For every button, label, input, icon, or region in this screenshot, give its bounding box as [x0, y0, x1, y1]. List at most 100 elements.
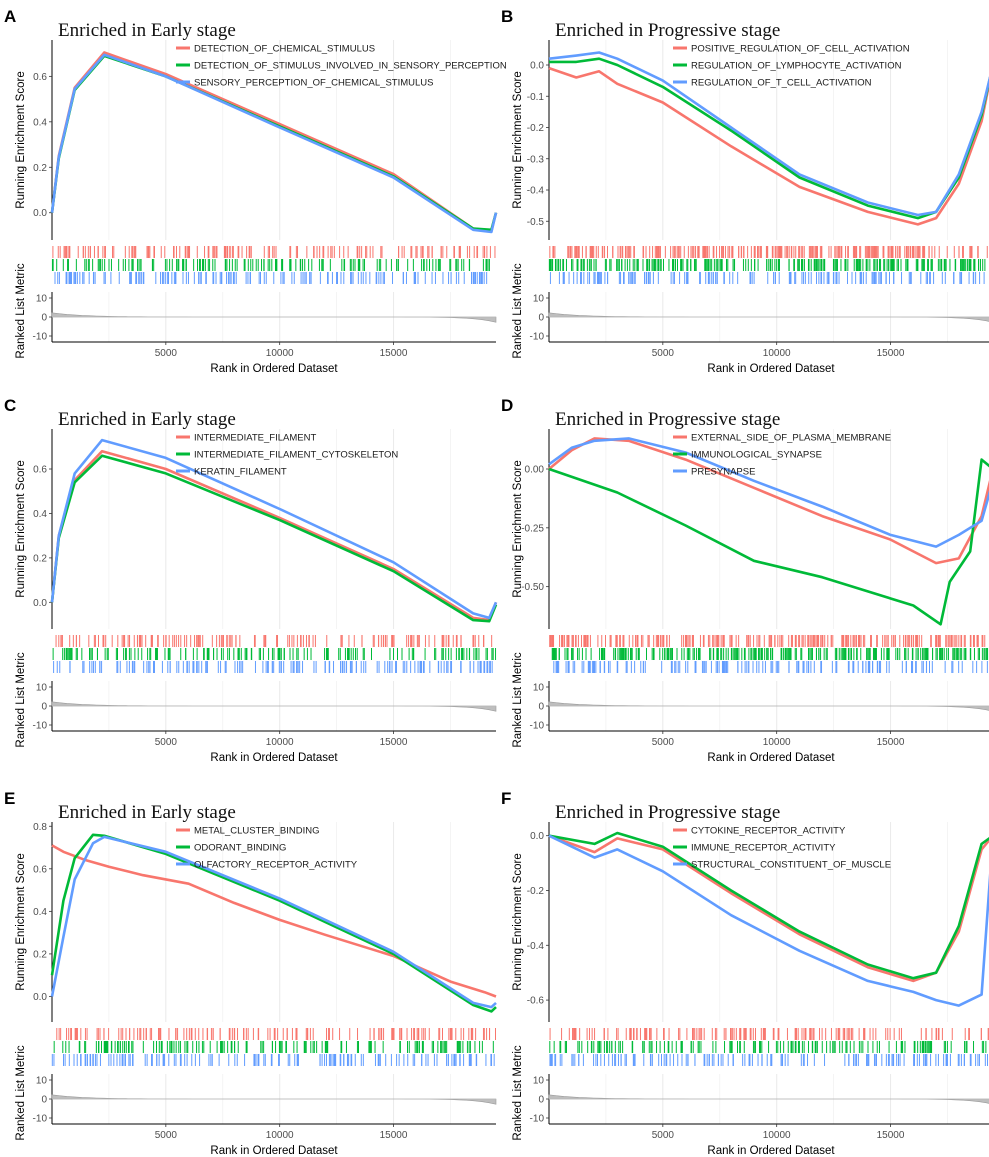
y-tick-label: 0.4: [33, 117, 47, 128]
metric-tick-label: 0: [41, 313, 47, 324]
chart-panel-f: F Enriched in Progressive stage 0.0 -0.2 -0.…: [501, 789, 989, 1157]
x-tick-label: 15000: [380, 737, 408, 748]
metric-tick-label: 0: [41, 1095, 47, 1106]
y-tick-label: 0.0: [530, 831, 544, 842]
chart-panel-d: D Enriched in Progressive stage 0.00 -0.25 -…: [501, 396, 989, 764]
hit-rug-1: [56, 1028, 496, 1040]
metric-tick-label: 10: [533, 683, 545, 694]
y-tick-label: 0.8: [33, 822, 47, 833]
y-axis-label: Running Enrichment Score: [512, 460, 524, 597]
panel-label: A: [4, 7, 16, 26]
series-line-3: [548, 51, 989, 217]
series-line-3: [548, 437, 989, 548]
legend-label-3: KERATIN_FILAMENT: [194, 467, 287, 478]
panel-title: Enriched in Early stage: [58, 409, 236, 430]
series-line-1: [548, 437, 989, 565]
x-axis-label: Rank in Ordered Dataset: [210, 752, 338, 764]
y-axis-label: Running Enrichment Score: [512, 853, 524, 990]
panel-title: Enriched in Early stage: [58, 20, 236, 41]
y-tick-label: -0.4: [527, 186, 545, 197]
y-tick-label: 0.0: [530, 61, 544, 72]
panel-title: Enriched in Progressive stage: [555, 409, 780, 430]
metric-y-axis-label: Ranked List Metric: [15, 652, 27, 747]
legend-label-2: DETECTION_OF_STIMULUS_INVOLVED_IN_SENSOR…: [194, 61, 507, 72]
metric-y-axis-label: Ranked List Metric: [15, 1045, 27, 1140]
metric-y-axis-label: Ranked List Metric: [15, 263, 27, 358]
ranked-metric-area: [51, 701, 497, 712]
y-tick-label: -0.6: [527, 996, 545, 1007]
ranked-metric-area: [51, 312, 497, 323]
x-axis-label: Rank in Ordered Dataset: [707, 363, 835, 375]
chart-panel-e: E Enriched in Early stage 0.0 0.2 0.4 0.6 0.8 R…: [4, 789, 497, 1157]
metric-tick-label: -10: [33, 721, 48, 732]
y-axis-label: Running Enrichment Score: [15, 853, 27, 990]
x-axis-label: Rank in Ordered Dataset: [210, 1145, 338, 1157]
x-tick-label: 5000: [652, 1130, 675, 1141]
y-tick-label: -0.4: [527, 941, 545, 952]
metric-tick-label: 0: [41, 702, 47, 713]
series-line-3: [50, 53, 498, 234]
y-tick-label: -0.2: [527, 886, 545, 897]
legend-label-3: OLFACTORY_RECEPTOR_ACTIVITY: [194, 860, 358, 871]
metric-tick-label: -10: [33, 332, 48, 343]
hit-rug-1: [52, 246, 496, 258]
panel-label: E: [4, 789, 15, 808]
ranked-metric-area: [548, 1094, 989, 1104]
hit-rug-3: [53, 661, 493, 673]
metric-y-axis-label: Ranked List Metric: [512, 652, 524, 747]
hit-rug-2: [52, 648, 497, 660]
hit-rug-3: [54, 272, 488, 284]
y-tick-label: -0.3: [527, 154, 545, 165]
x-tick-label: 10000: [266, 1130, 294, 1141]
panel-title: Enriched in Early stage: [58, 802, 236, 823]
hit-rug-3: [51, 1054, 495, 1066]
x-tick-label: 5000: [155, 1130, 178, 1141]
metric-tick-label: 10: [36, 683, 48, 694]
legend-label-2: REGULATION_OF_LYMPHOCYTE_ACTIVATION: [691, 61, 902, 72]
metric-y-axis-label: Ranked List Metric: [512, 1045, 524, 1140]
y-tick-label: -0.25: [521, 523, 544, 534]
hit-rug-3: [553, 661, 988, 673]
y-tick-label: 0.0: [33, 208, 47, 219]
hit-rug-2: [51, 259, 490, 271]
y-tick-label: 0.6: [33, 72, 47, 83]
y-tick-label: 0.2: [33, 949, 47, 960]
metric-tick-label: 10: [533, 1076, 545, 1087]
y-tick-label: 0.0: [33, 992, 47, 1003]
series-line-3: [50, 835, 497, 1009]
metric-tick-label: -10: [530, 332, 545, 343]
y-tick-label: 0.4: [33, 907, 47, 918]
y-tick-label: 0.6: [33, 465, 47, 476]
panel-label: C: [4, 396, 16, 415]
metric-tick-label: -10: [530, 1114, 545, 1125]
panel-label: F: [501, 789, 511, 808]
legend-label-1: DETECTION_OF_CHEMICAL_STIMULUS: [194, 44, 375, 55]
legend-label-2: INTERMEDIATE_FILAMENT_CYTOSKELETON: [194, 450, 398, 461]
legend-label-2: ODORANT_BINDING: [194, 843, 286, 854]
legend-label-1: EXTERNAL_SIDE_OF_PLASMA_MEMBRANE: [691, 433, 891, 444]
panel-label: B: [501, 7, 513, 26]
y-axis-label: Running Enrichment Score: [15, 71, 27, 208]
hit-rug-1: [549, 246, 988, 258]
metric-tick-label: -10: [530, 721, 545, 732]
y-tick-label: -0.1: [527, 92, 545, 103]
hit-rug-1: [549, 1028, 989, 1040]
x-axis-label: Rank in Ordered Dataset: [707, 1145, 835, 1157]
chart-panel-b: B Enriched in Progressive stage 0.0 -0.1 -0.…: [501, 7, 989, 375]
chart-panel-c: C Enriched in Early stage 0.0 0.2 0.4 0.6 Runn…: [4, 396, 498, 764]
metric-tick-label: 10: [533, 294, 545, 305]
x-tick-label: 15000: [877, 737, 905, 748]
x-tick-label: 10000: [763, 348, 791, 359]
y-tick-label: -0.2: [527, 123, 545, 134]
y-tick-label: 0.00: [525, 465, 545, 476]
panel-label: D: [501, 396, 513, 415]
y-tick-label: 0.2: [33, 163, 47, 174]
metric-tick-label: 0: [538, 1095, 544, 1106]
hit-rug-2: [549, 1041, 987, 1053]
hit-rug-2: [551, 648, 989, 660]
x-tick-label: 5000: [155, 737, 178, 748]
x-tick-label: 5000: [652, 737, 675, 748]
y-tick-label: 0.4: [33, 509, 47, 520]
series-line-3: [50, 438, 498, 620]
